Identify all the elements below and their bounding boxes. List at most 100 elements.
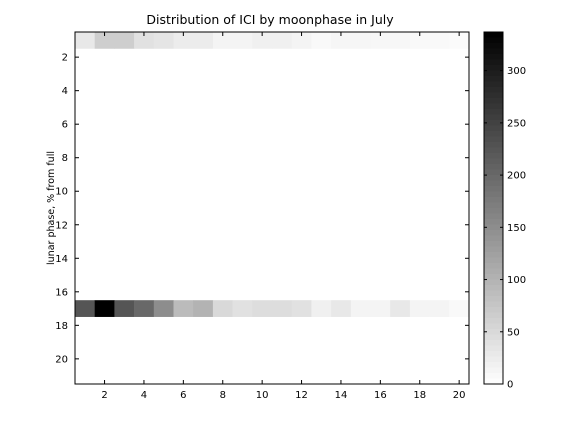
y-tick-label: 16: [55, 287, 68, 298]
chart-title: Distribution of ICI by moonphase in July: [146, 12, 394, 27]
colorbar-segment: [484, 164, 503, 170]
colorbar-segment: [484, 48, 503, 55]
colorbar-segment: [484, 32, 503, 38]
heatmap-cell: [449, 32, 470, 49]
colorbar-segment: [484, 43, 503, 49]
colorbar-segment: [484, 76, 503, 82]
heatmap-cell: [232, 32, 253, 49]
heatmap-cell: [75, 300, 95, 317]
heatmap-cell: [114, 32, 135, 49]
heatmap-cell: [350, 300, 371, 317]
x-tick-label: 6: [180, 390, 186, 401]
colorbar-segment: [484, 241, 503, 247]
heatmap-cells: [75, 32, 470, 317]
y-tick-label: 6: [62, 120, 68, 131]
heatmap-cell: [429, 300, 450, 317]
heatmap-cell: [370, 300, 391, 317]
colorbar-segment: [484, 312, 503, 319]
plot-border: [74, 31, 470, 385]
heatmap-cell: [409, 300, 430, 317]
y-tick-label: 14: [55, 254, 68, 265]
heatmap-cell: [153, 32, 174, 49]
heatmap-cell: [94, 32, 115, 49]
heatmap-cell: [252, 300, 273, 317]
colorbar-segment: [484, 197, 503, 203]
x-axis-ticks: 2 4 6 8 10 12 14 16 18 20: [101, 32, 466, 401]
heatmap-cell: [134, 32, 155, 49]
colorbar: [483, 31, 504, 385]
heatmap-cell: [212, 300, 233, 317]
colorbar-segment: [484, 114, 503, 121]
colorbar-segment: [484, 378, 503, 385]
colorbar-segment: [484, 268, 503, 275]
colorbar-segment: [484, 318, 503, 324]
colorbar-segment: [484, 202, 503, 209]
x-tick-label: 12: [295, 390, 308, 401]
colorbar-segment: [484, 263, 503, 269]
colorbar-tick-label: 100: [507, 275, 526, 286]
heatmap-cell: [390, 300, 411, 317]
colorbar-segment: [484, 351, 503, 357]
heatmap-cell: [252, 32, 273, 49]
heatmap-cell: [114, 300, 135, 317]
colorbar-segment: [484, 186, 503, 192]
colorbar-segment: [484, 169, 503, 176]
colorbar-tick-label: 150: [507, 223, 526, 234]
colorbar-segment: [484, 290, 503, 297]
heatmap-cell: [232, 300, 253, 317]
x-tick-label: 14: [335, 390, 348, 401]
colorbar-segment: [484, 373, 503, 379]
x-tick-label: 8: [220, 390, 226, 401]
colorbar-segment: [484, 136, 503, 143]
colorbar-segment: [484, 81, 503, 88]
x-tick-label: 20: [453, 390, 466, 401]
colorbar-segment: [484, 367, 503, 374]
heatmap-cell: [390, 32, 411, 49]
colorbar-border: [483, 31, 504, 385]
colorbar-segment: [484, 334, 503, 341]
y-tick-label: 4: [62, 86, 68, 97]
heatmap-cell: [331, 300, 352, 317]
colorbar-segment: [484, 87, 503, 93]
y-tick-label: 10: [55, 187, 68, 198]
colorbar-segment: [484, 70, 503, 77]
colorbar-segment: [484, 153, 503, 159]
heatmap-cell: [311, 32, 332, 49]
colorbar-segment: [484, 54, 503, 60]
heatmap-cell: [311, 300, 332, 317]
colorbar-segment: [484, 175, 503, 181]
colorbar-tick-label: 200: [507, 171, 526, 182]
colorbar-segment: [484, 158, 503, 165]
heatmap-cell: [429, 32, 450, 49]
heatmap-cell: [94, 300, 115, 317]
colorbar-segment: [484, 356, 503, 363]
colorbar-segment: [484, 142, 503, 148]
colorbar-segment: [484, 285, 503, 291]
y-tick-label: 8: [62, 153, 68, 164]
heatmap-cell: [449, 300, 470, 317]
colorbar-segment: [484, 274, 503, 280]
colorbar-tick-label: 250: [507, 118, 526, 129]
heatmap-cell: [350, 32, 371, 49]
y-axis-label: lunar phase, % from full: [46, 151, 57, 265]
heatmap-cell: [272, 300, 292, 317]
colorbar-segment: [484, 230, 503, 236]
heatmap-cell: [153, 300, 174, 317]
colorbar-segment: [484, 37, 503, 44]
colorbar-segment: [484, 147, 503, 154]
heatmap-cell: [212, 32, 233, 49]
colorbar-tick-label: 300: [507, 66, 526, 77]
heatmap-cell: [193, 32, 214, 49]
heatmap-cell: [291, 300, 312, 317]
colorbar-segment: [484, 246, 503, 253]
colorbar-segment: [484, 131, 503, 137]
colorbar-segment: [484, 109, 503, 115]
colorbar-segment: [484, 345, 503, 352]
heatmap-cell: [272, 32, 292, 49]
colorbar-segment: [484, 92, 503, 99]
colorbar-segment: [484, 235, 503, 242]
colorbar-segment: [484, 301, 503, 308]
x-tick-label: 10: [256, 390, 269, 401]
colorbar-segment: [484, 362, 503, 368]
colorbar-segment: [484, 59, 503, 66]
